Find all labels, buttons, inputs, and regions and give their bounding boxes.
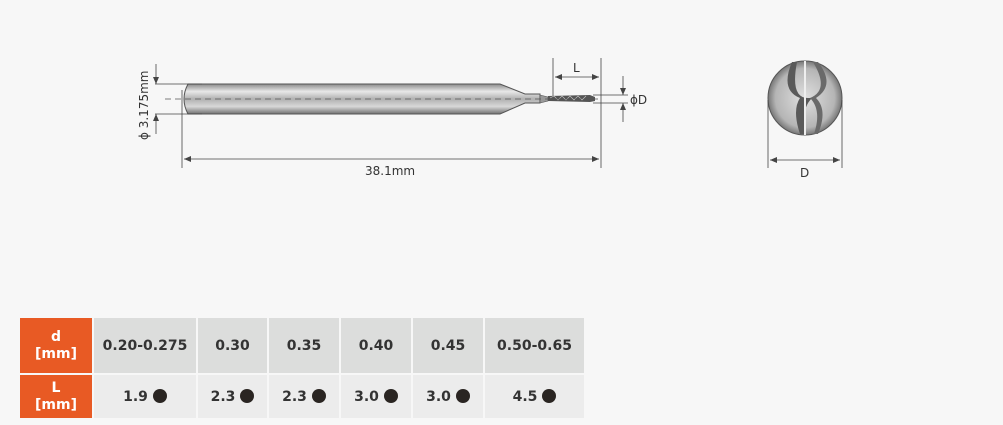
table-cell: 3.0 [341,375,411,418]
table-cell: 0.40 [341,318,411,373]
cell-value: 3.0 [354,388,379,405]
table-row-d: d [mm] 0.20-0.275 0.30 0.35 0.40 0.45 0.5… [20,318,584,373]
table-cell: 0.50-0.65 [485,318,584,373]
drill-end-view [767,60,843,136]
table-cell: 4.5 [485,375,584,418]
end-view-diameter-label: D [800,166,809,180]
cell-value: 1.9 [123,388,148,405]
table-cell: 1.9 [94,375,196,418]
drill-side-view [165,83,598,115]
table-cell: 2.3 [198,375,267,418]
tip-diameter-label: ϕD [630,93,647,107]
filled-circle-icon [311,388,326,403]
flute-length-label: L [573,61,580,75]
filled-circle-icon [383,388,398,403]
table-cell: 3.0 [413,375,483,418]
filled-circle-icon [542,388,557,403]
table-cell: 2.3 [269,375,339,418]
cell-value: 3.0 [426,388,451,405]
filled-circle-icon [455,388,470,403]
spec-table: d [mm] 0.20-0.275 0.30 0.35 0.40 0.45 0.5… [18,316,586,420]
header-unit: [mm] [35,345,77,362]
header-label: L [51,379,61,396]
table-cell: 0.20-0.275 [94,318,196,373]
filled-circle-icon [152,388,167,403]
cell-value: 2.3 [282,388,307,405]
shank-diameter-label: ϕ 3.175mm [137,71,151,140]
cell-value: 4.5 [512,388,538,405]
row-header-L: L [mm] [20,375,92,418]
cell-value: 2.3 [210,388,236,405]
row-header-d: d [mm] [20,318,92,373]
table-cell: 0.45 [413,318,483,373]
table-row-L: L [mm] 1.9 2.3 2.3 3.0 3.0 4.5 [20,375,584,418]
header-unit: [mm] [35,396,77,413]
overall-length-label: 38.1mm [365,164,415,178]
header-label: d [50,328,62,345]
filled-circle-icon [240,388,255,403]
table-cell: 0.35 [269,318,339,373]
table-cell: 0.30 [198,318,267,373]
